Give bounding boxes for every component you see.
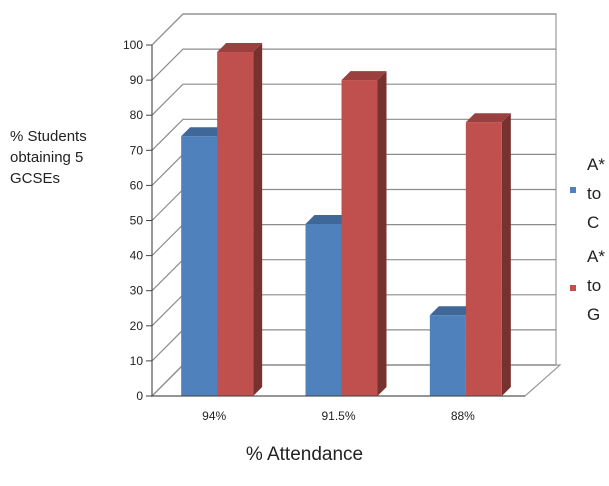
bar-marks <box>181 43 511 397</box>
bar-front <box>181 136 218 396</box>
y-axis: 0 10 20 30 40 50 60 70 80 90 100 <box>123 38 153 403</box>
bar-side <box>377 71 387 396</box>
bar-top <box>305 215 351 225</box>
bar <box>465 113 511 396</box>
bar <box>341 71 387 396</box>
bar-side <box>253 43 263 397</box>
bar-front <box>429 315 466 396</box>
y-tick-label: 10 <box>130 354 144 368</box>
bar-side <box>501 113 511 396</box>
bar-top <box>217 43 263 53</box>
x-tick-label: 94% <box>202 409 226 423</box>
x-axis-label: % Attendance <box>245 444 364 465</box>
bar-top <box>465 113 511 123</box>
bar-front <box>305 224 342 396</box>
y-tick-label: 30 <box>130 284 144 298</box>
y-tick-label: 50 <box>130 214 144 228</box>
y-axis-label: % Students obtaining 5 GCSEs <box>10 128 87 187</box>
y-tick-label: 0 <box>136 389 143 403</box>
y-tick-label: 90 <box>130 73 144 87</box>
bar-top <box>341 71 387 81</box>
y-tick-label: 60 <box>130 178 144 192</box>
legend-label-a-star-to-c: A* to C <box>587 155 605 232</box>
gridline <box>151 48 556 81</box>
x-axis: 94% 91.5% 88% <box>152 395 525 423</box>
legend-swatch-a-star-to-c <box>570 187 576 193</box>
legend-label-a-star-to-g: A* to G <box>587 247 605 324</box>
y-tick-label: 40 <box>130 249 144 263</box>
bar-front <box>341 80 378 396</box>
x-tick-label: 91.5% <box>321 409 355 423</box>
bar <box>217 43 263 397</box>
legend-swatch-a-star-to-g <box>570 285 576 291</box>
bar-top <box>429 306 475 316</box>
x-tick-label: 88% <box>451 409 475 423</box>
bar-front <box>465 122 502 396</box>
y-tick-label: 80 <box>130 108 144 122</box>
gridline <box>151 118 556 151</box>
y-tick-label: 70 <box>130 143 144 157</box>
bar-front <box>217 52 254 397</box>
gridline <box>151 13 556 46</box>
y-tick-label: 20 <box>130 319 144 333</box>
bar-top <box>181 127 227 137</box>
gridline <box>151 83 556 116</box>
y-tick-label: 100 <box>123 38 143 52</box>
